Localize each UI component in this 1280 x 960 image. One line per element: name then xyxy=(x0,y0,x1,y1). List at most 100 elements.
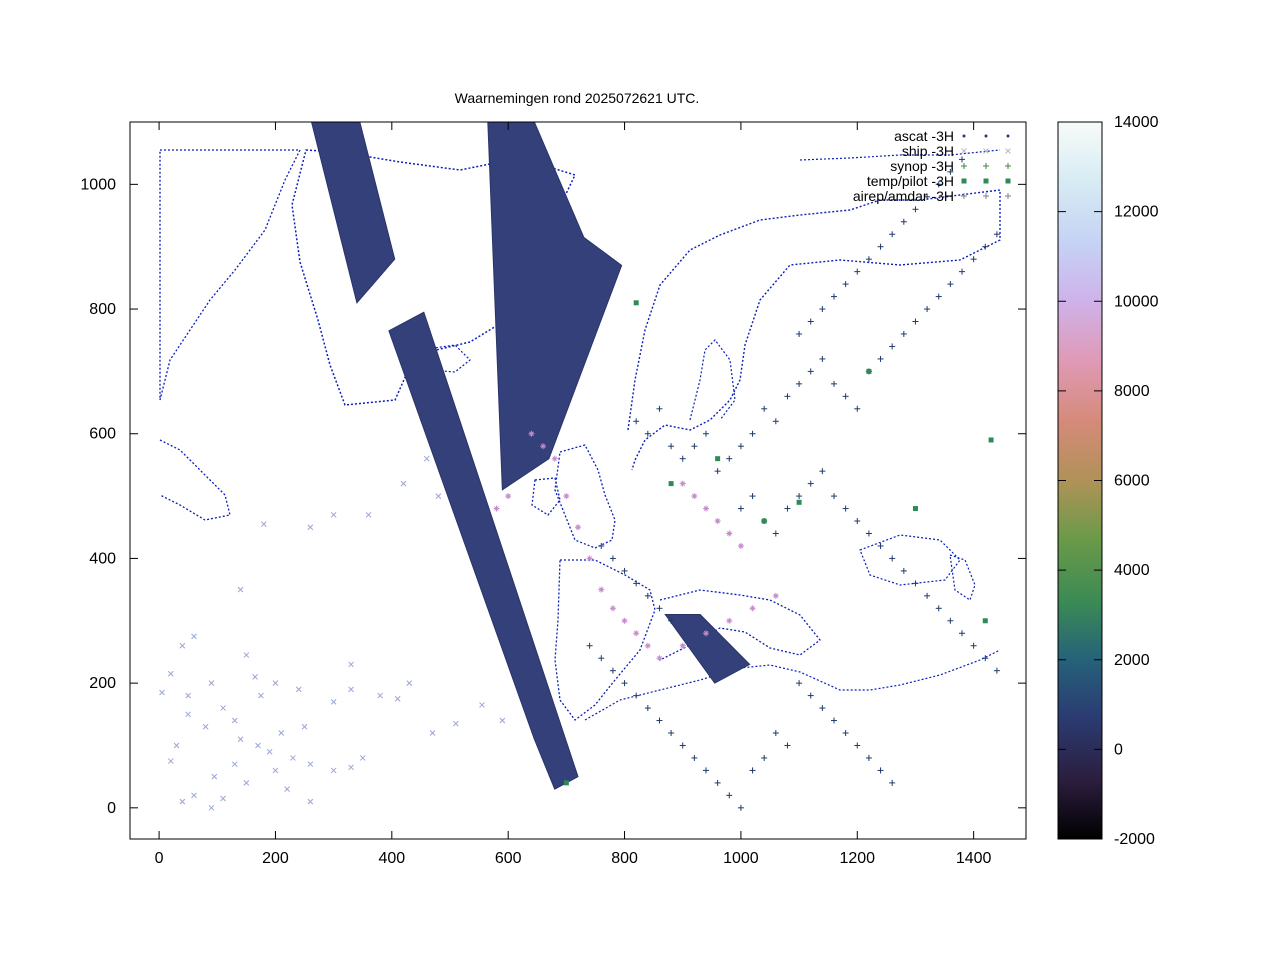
plot-area xyxy=(159,122,1001,811)
data-point xyxy=(540,443,547,450)
x-tick-label: 600 xyxy=(495,850,522,867)
colorbar-tick-label: 10000 xyxy=(1114,293,1159,310)
data-point xyxy=(406,680,413,686)
colorbar-tick-label: 8000 xyxy=(1114,383,1150,400)
data-point xyxy=(796,493,803,500)
data-point xyxy=(499,717,506,724)
data-point xyxy=(807,692,814,699)
data-point xyxy=(633,418,640,425)
data-point xyxy=(889,555,896,562)
data-point xyxy=(831,293,837,300)
data-point xyxy=(231,717,238,724)
data-point xyxy=(819,306,826,313)
cross-stroke xyxy=(272,767,279,774)
data-point xyxy=(586,555,593,562)
data-point xyxy=(307,761,314,768)
data-point xyxy=(772,530,779,537)
data-point xyxy=(877,767,884,774)
cross-stroke xyxy=(394,695,401,702)
data-point xyxy=(167,758,174,764)
data-point xyxy=(528,430,535,437)
cross-stroke xyxy=(400,480,407,487)
data-point xyxy=(761,405,768,412)
data-point xyxy=(644,430,651,437)
data-point xyxy=(784,505,791,512)
data-point xyxy=(796,680,803,687)
x-axis: 0 200 400 600 800 1000 1200 1400 xyxy=(155,122,992,867)
data-point xyxy=(877,355,884,362)
y-tick-label: 0 xyxy=(107,800,116,817)
colorbar-ticks: 14000 12000 10000 8000 6000 4000 2000 0 -2000 xyxy=(1058,114,1159,848)
cross-stroke xyxy=(301,723,308,730)
data-point xyxy=(703,630,709,637)
data-point xyxy=(159,689,165,696)
data-point xyxy=(179,642,186,649)
data-point xyxy=(220,795,226,802)
asterisk-stroke xyxy=(622,618,627,624)
cross-stroke xyxy=(258,692,264,699)
data-point xyxy=(656,655,663,662)
data-point xyxy=(982,618,988,624)
data-point xyxy=(959,156,965,163)
data-point xyxy=(935,293,942,300)
cross-stroke xyxy=(406,680,413,686)
data-point xyxy=(272,680,279,686)
data-point xyxy=(691,443,698,450)
data-point xyxy=(563,780,569,786)
asterisk-stroke xyxy=(703,506,709,511)
legend-marker xyxy=(961,148,967,154)
cross-stroke xyxy=(278,730,285,736)
ascat-swath xyxy=(311,122,396,304)
data-point xyxy=(691,754,698,761)
data-point xyxy=(889,231,896,238)
data-point xyxy=(737,443,744,450)
data-point xyxy=(348,686,354,693)
data-point xyxy=(982,655,989,662)
asterisk-stroke xyxy=(750,605,755,611)
data-point xyxy=(348,661,354,668)
data-point xyxy=(290,755,296,761)
asterisk-stroke xyxy=(715,518,720,524)
data-point xyxy=(191,792,197,799)
legend-marker xyxy=(983,178,989,184)
data-point xyxy=(737,804,744,811)
data-point xyxy=(947,281,954,288)
data-point xyxy=(278,730,285,736)
data-point xyxy=(772,592,779,599)
cross-stroke xyxy=(231,761,238,768)
data-point xyxy=(260,521,267,527)
data-point xyxy=(377,692,384,699)
data-point xyxy=(301,723,308,730)
data-point xyxy=(330,511,337,518)
cross-stroke xyxy=(499,717,506,724)
colorbar-tick-label: 12000 xyxy=(1114,204,1159,221)
data-point xyxy=(819,468,826,475)
x-tick-label: 0 xyxy=(155,850,164,867)
data-point xyxy=(586,642,593,649)
legend-marker xyxy=(1005,178,1011,184)
data-point xyxy=(679,455,686,462)
data-point xyxy=(796,499,802,505)
colorbar-tick-label: 14000 xyxy=(1114,114,1159,131)
data-point xyxy=(912,506,918,512)
data-point xyxy=(993,667,1000,674)
data-point xyxy=(609,605,616,612)
legend-marker xyxy=(1005,148,1011,154)
cross-stroke xyxy=(423,455,430,462)
data-point xyxy=(947,617,954,624)
data-point xyxy=(947,168,954,175)
data-point xyxy=(452,720,459,727)
data-point xyxy=(831,717,837,724)
data-point xyxy=(772,418,779,425)
cross-stroke xyxy=(284,786,290,792)
data-point xyxy=(208,804,215,811)
cross-stroke xyxy=(307,524,314,531)
data-point xyxy=(598,655,605,662)
cross-stroke xyxy=(330,767,337,774)
data-point xyxy=(185,692,192,699)
cross-stroke xyxy=(179,798,186,805)
north-africa-coast xyxy=(584,649,1001,721)
data-point xyxy=(668,443,675,450)
cross-stroke xyxy=(220,705,226,711)
